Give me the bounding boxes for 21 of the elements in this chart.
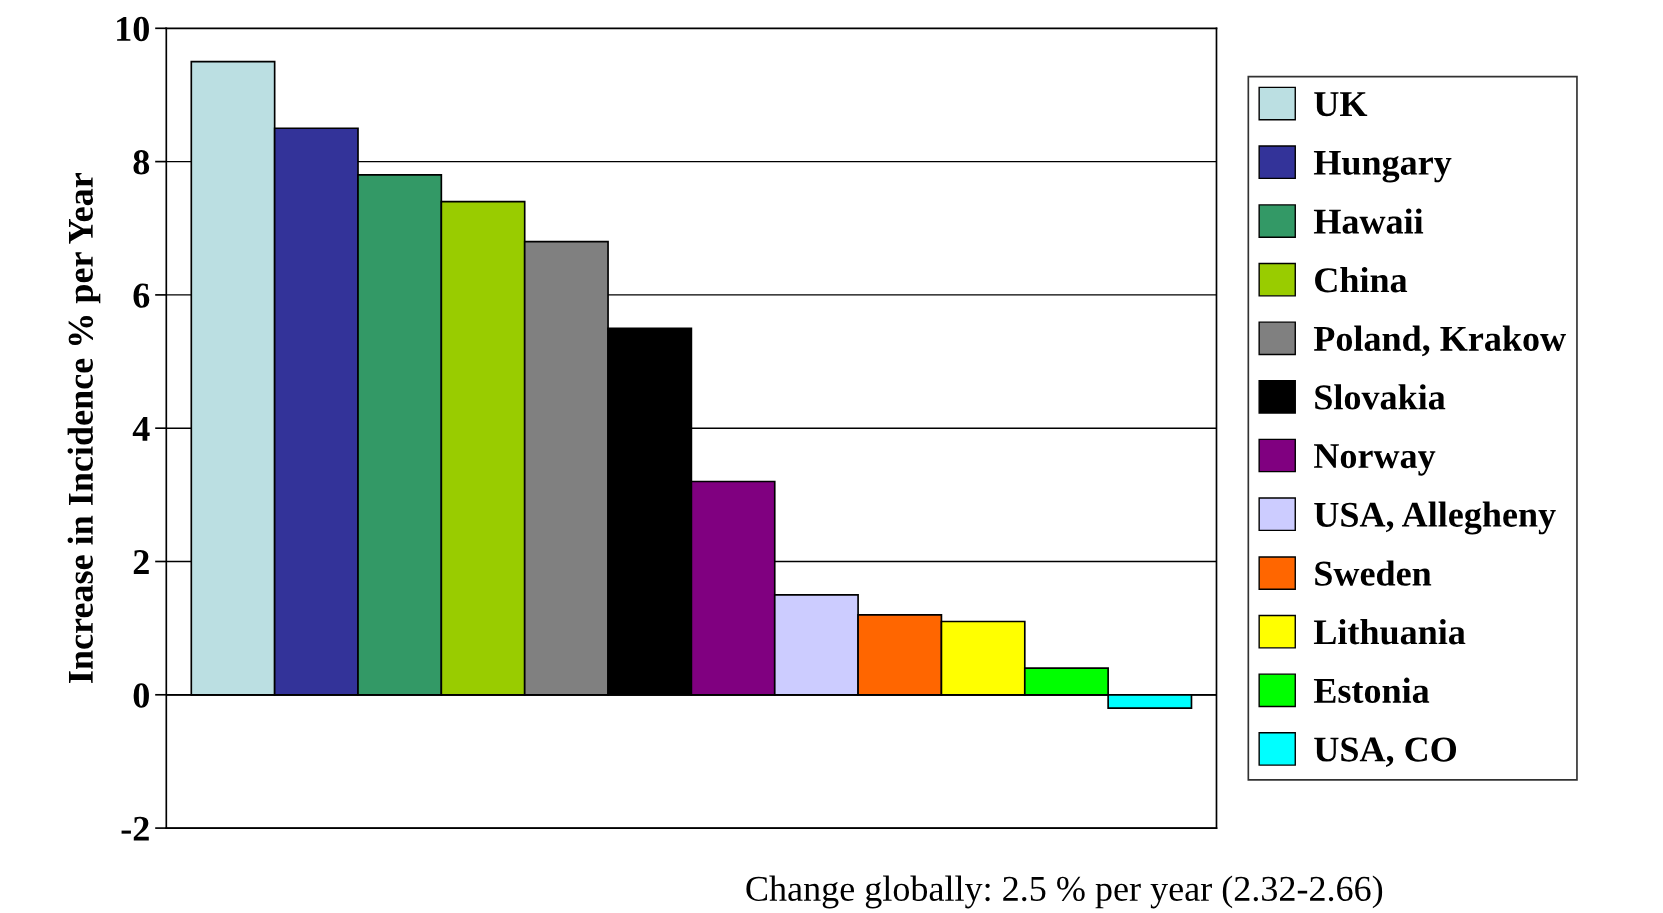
y-tick-label: 0 (133, 683, 149, 708)
legend-label: Slovakia (1315, 384, 1446, 410)
legend-label: China (1315, 266, 1408, 293)
legend-label: USA, CO (1314, 737, 1457, 767)
y-tick-label: 2 (133, 550, 149, 575)
legend-label: Sweden (1315, 560, 1432, 586)
y-tick-label: -2 (121, 816, 149, 841)
y-tick-label: 6 (133, 283, 150, 308)
y-axis-title: Increase in Incidence % per Year (67, 173, 101, 683)
legend-label: Hawaii (1313, 208, 1424, 234)
legend-label: Poland, Krakow (1313, 325, 1566, 357)
legend-label: Estonia (1313, 677, 1430, 704)
y-tick-label: 10 (117, 16, 149, 42)
legend-label: Hungary (1313, 150, 1452, 183)
legend-label: UK (1314, 92, 1368, 117)
text: Change globally: 2.5 % per year (2.32-2.66) (746, 875, 1383, 909)
y-tick-label: 4 (132, 416, 150, 441)
legend-label: Lithuania (1313, 619, 1466, 645)
y-tick-label: 8 (133, 150, 150, 175)
legend-label: USA, Allegheny (1314, 501, 1556, 535)
legend-label: Norway (1314, 444, 1436, 476)
